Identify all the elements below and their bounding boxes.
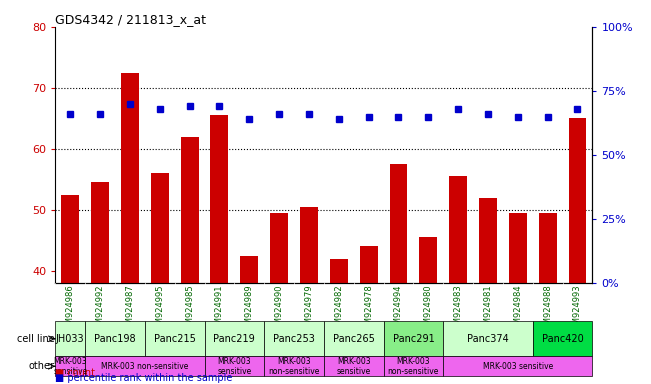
Bar	[509, 213, 527, 384]
Bar	[330, 258, 348, 384]
Text: Panc198: Panc198	[94, 334, 136, 344]
Bar	[324, 356, 383, 376]
Text: MRK-003 sensitive: MRK-003 sensitive	[482, 362, 553, 371]
Bar	[538, 213, 557, 384]
Bar	[443, 321, 533, 356]
Bar	[180, 137, 199, 384]
Bar	[204, 321, 264, 356]
Bar	[264, 356, 324, 376]
Bar	[443, 356, 592, 376]
Bar	[204, 356, 264, 376]
Text: JH033: JH033	[56, 334, 85, 344]
Text: MRK-003
non-sensitive: MRK-003 non-sensitive	[268, 357, 320, 376]
Bar	[270, 213, 288, 384]
Bar	[300, 207, 318, 384]
Text: ■ count: ■ count	[55, 368, 95, 378]
Bar	[85, 321, 145, 356]
Bar	[324, 321, 383, 356]
Text: MRK-003
sensitive: MRK-003 sensitive	[217, 357, 251, 376]
Text: Panc420: Panc420	[542, 334, 583, 344]
Bar	[145, 321, 204, 356]
Bar	[383, 321, 443, 356]
Text: GDS4342 / 211813_x_at: GDS4342 / 211813_x_at	[55, 13, 206, 26]
Text: MRK-003 non-sensitive: MRK-003 non-sensitive	[101, 362, 189, 371]
Text: MRK-003
sensitive: MRK-003 sensitive	[337, 357, 371, 376]
Text: MRK-003
sensitive: MRK-003 sensitive	[53, 357, 87, 376]
Bar	[419, 237, 437, 384]
Text: other: other	[29, 361, 55, 371]
Bar	[151, 173, 169, 384]
Text: Panc265: Panc265	[333, 334, 374, 344]
Text: ■ percentile rank within the sample: ■ percentile rank within the sample	[55, 373, 232, 383]
Text: Panc215: Panc215	[154, 334, 195, 344]
Bar	[55, 321, 85, 356]
Bar	[91, 182, 109, 384]
Bar	[55, 356, 85, 376]
Bar	[449, 176, 467, 384]
Bar	[383, 356, 443, 376]
Bar	[264, 321, 324, 356]
Text: MRK-003
non-sensitive: MRK-003 non-sensitive	[388, 357, 439, 376]
Bar	[359, 247, 378, 384]
Bar	[210, 115, 229, 384]
Bar	[121, 73, 139, 384]
Bar	[61, 195, 79, 384]
Text: Panc291: Panc291	[393, 334, 434, 344]
Bar	[533, 321, 592, 356]
Bar	[479, 198, 497, 384]
Text: Panc374: Panc374	[467, 334, 509, 344]
Bar	[240, 256, 258, 384]
Bar	[85, 356, 204, 376]
Bar	[389, 164, 408, 384]
Text: Panc253: Panc253	[273, 334, 315, 344]
Bar	[568, 118, 587, 384]
Text: cell line: cell line	[17, 334, 55, 344]
Text: Panc219: Panc219	[214, 334, 255, 344]
